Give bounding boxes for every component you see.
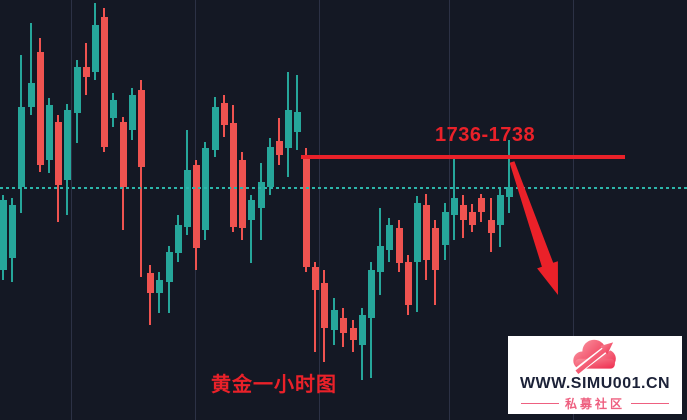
- candle-body: [496, 195, 504, 225]
- candle-wick: [250, 195, 252, 263]
- candle-wick: [140, 80, 142, 277]
- candle-body: [422, 205, 430, 260]
- candle-body: [320, 283, 328, 328]
- vertical-gridline: [319, 0, 320, 420]
- candle-wick: [370, 262, 372, 378]
- candle-body: [349, 328, 357, 340]
- candle-body: [155, 280, 163, 293]
- candle-body: [45, 105, 53, 160]
- watermark-card: WWW.SIMU001.CN 私募社区: [508, 336, 682, 414]
- candle-body: [137, 90, 145, 167]
- candle-body: [505, 187, 513, 197]
- watermark-community-row: 私募社区: [520, 395, 669, 412]
- candle-body: [119, 122, 127, 187]
- candle-body: [165, 252, 173, 282]
- candle-body: [8, 205, 16, 258]
- candle-body: [376, 246, 384, 272]
- candle-body: [302, 155, 310, 267]
- candle-body: [73, 67, 81, 113]
- candle-body: [450, 198, 458, 215]
- candle-wick: [508, 140, 510, 213]
- candle-body: [385, 225, 393, 250]
- candle-body: [468, 212, 476, 225]
- candle-body: [275, 141, 283, 155]
- candle-body: [441, 212, 449, 245]
- last-price-dotted-line: [0, 187, 687, 189]
- watermark-site-url: WWW.SIMU001.CN: [519, 375, 671, 392]
- candle-body: [311, 267, 319, 290]
- watermark-community-label: 私募社区: [564, 397, 625, 411]
- candle-body: [192, 165, 200, 248]
- candle-body: [54, 122, 62, 185]
- resistance-line: [301, 155, 625, 159]
- candle-body: [293, 112, 301, 132]
- resistance-label: 1736-1738: [435, 124, 536, 146]
- candle-body: [339, 318, 347, 333]
- candle-body: [266, 147, 274, 187]
- candle-body: [477, 198, 485, 212]
- candle-body: [238, 160, 246, 228]
- candle-body: [183, 170, 191, 227]
- candle-body: [247, 200, 255, 220]
- candle-body: [431, 228, 439, 270]
- down-arrow-shape: [509, 161, 558, 295]
- watermark-divider-right: [631, 403, 669, 404]
- candle-body: [284, 110, 292, 148]
- candle-body: [459, 205, 467, 220]
- candle-body: [100, 17, 108, 147]
- candle-body: [128, 95, 136, 130]
- candle-body: [0, 200, 7, 270]
- vertical-gridline: [449, 0, 450, 420]
- candle-body: [211, 107, 219, 150]
- candle-body: [395, 228, 403, 263]
- candle-body: [201, 148, 209, 230]
- candle-body: [487, 220, 495, 233]
- candle-body: [358, 315, 366, 345]
- candle-wick: [314, 262, 316, 352]
- vertical-gridline: [71, 0, 72, 420]
- candle-body: [109, 100, 117, 118]
- candle-body: [330, 310, 338, 330]
- candle-body: [63, 110, 71, 180]
- candle-body: [367, 270, 375, 318]
- vertical-gridline: [573, 0, 574, 420]
- watermark-divider-left: [520, 403, 559, 404]
- candle-body: [174, 225, 182, 253]
- cloud-arrow-logo-icon: [571, 338, 619, 375]
- chart-title: 黄金一小时图: [211, 374, 337, 396]
- candle-body: [229, 123, 237, 227]
- candle-body: [220, 103, 228, 125]
- candle-body: [146, 273, 154, 293]
- candle-body: [27, 83, 35, 107]
- candle-body: [413, 203, 421, 262]
- candle-wick: [30, 23, 32, 115]
- candle-body: [17, 107, 25, 187]
- candle-body: [82, 67, 90, 77]
- candle-body: [91, 25, 99, 72]
- candle-body: [257, 182, 265, 208]
- candle-body: [404, 262, 412, 305]
- candle-body: [36, 52, 44, 165]
- candle-wick: [149, 265, 151, 325]
